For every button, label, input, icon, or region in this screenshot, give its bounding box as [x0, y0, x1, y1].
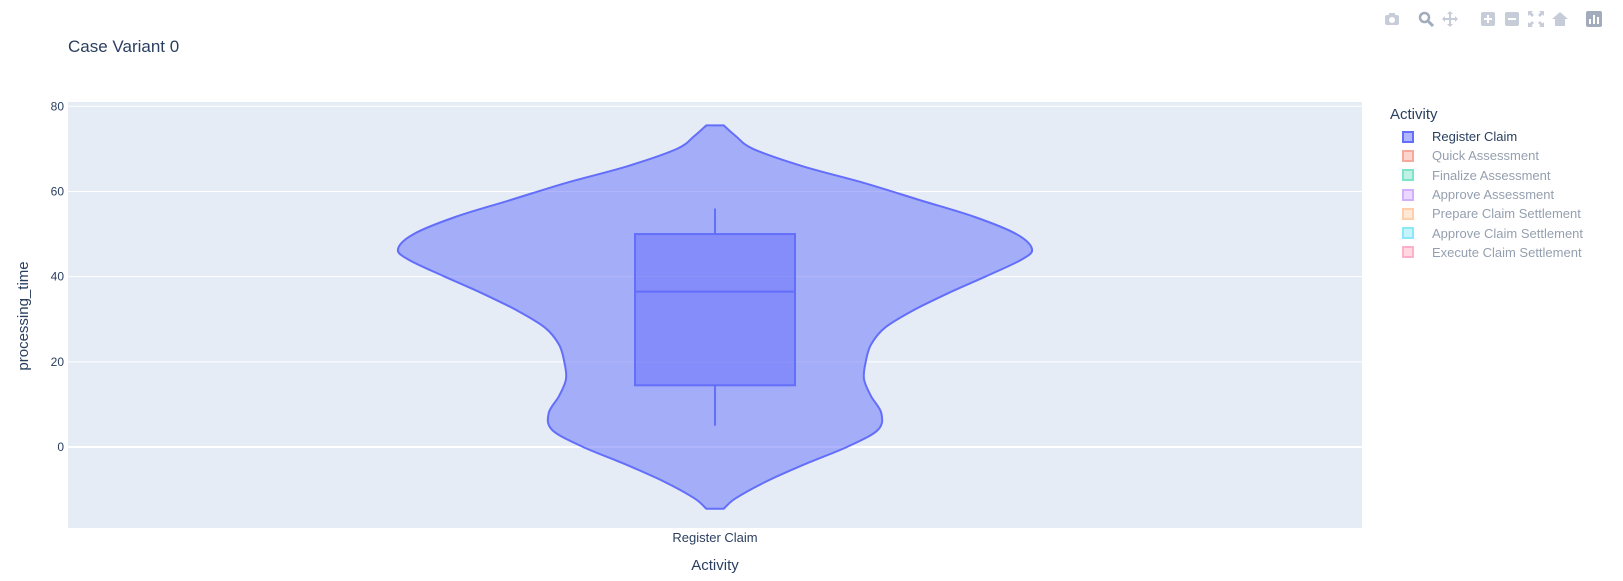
- modebar: [1383, 10, 1603, 28]
- legend-swatch: [1402, 188, 1414, 201]
- legend-swatch: [1402, 169, 1414, 182]
- legend-title: Activity: [1390, 106, 1438, 123]
- legend-item[interactable]: Register Claim: [1402, 127, 1583, 146]
- zoom-in-icon[interactable]: [1479, 10, 1497, 28]
- y-tick-label: 40: [51, 270, 65, 284]
- y-axis-label: processing_time: [15, 261, 32, 370]
- legend-item[interactable]: Finalize Assessment: [1402, 166, 1583, 185]
- legend-label: Prepare Claim Settlement: [1432, 206, 1581, 222]
- y-tick-labels: 0 20 40 60 80: [51, 99, 65, 454]
- zoom-icon[interactable]: [1417, 10, 1435, 28]
- legend-item[interactable]: Execute Claim Settlement: [1402, 243, 1583, 262]
- reset-axes-icon[interactable]: [1551, 10, 1569, 28]
- x-axis-label: Activity: [691, 557, 739, 574]
- legend-swatch: [1402, 227, 1414, 240]
- camera-icon[interactable]: [1383, 10, 1401, 28]
- legend-label: Register Claim: [1432, 129, 1518, 145]
- box-iqr[interactable]: [634, 233, 796, 387]
- violin-layer: [396, 124, 1034, 510]
- legend-swatch: [1402, 130, 1414, 143]
- legend-label: Execute Claim Settlement: [1432, 244, 1582, 260]
- legend-label: Quick Assessment: [1432, 148, 1539, 164]
- legend-item[interactable]: Quick Assessment: [1402, 146, 1583, 165]
- legend-item[interactable]: Approve Claim Settlement: [1402, 223, 1583, 242]
- legend-label: Finalize Assessment: [1432, 167, 1551, 183]
- legend-item[interactable]: Prepare Claim Settlement: [1402, 204, 1583, 223]
- autoscale-icon[interactable]: [1527, 10, 1545, 28]
- legend-swatch: [1402, 207, 1414, 220]
- legend-label: Approve Claim Settlement: [1432, 225, 1584, 241]
- legend-swatch: [1402, 246, 1414, 259]
- x-tick-label: Register Claim: [672, 530, 757, 545]
- plotly-logo-icon[interactable]: [1585, 10, 1603, 28]
- zoom-out-icon[interactable]: [1503, 10, 1521, 28]
- y-tick-label: 80: [51, 99, 65, 113]
- y-tick-label: 60: [51, 184, 65, 198]
- legend-item[interactable]: Approve Assessment: [1402, 185, 1583, 204]
- y-tick-label: 20: [51, 355, 65, 369]
- x-tick-labels: Register Claim: [672, 530, 757, 545]
- legend-label: Approve Assessment: [1432, 187, 1555, 203]
- legend-swatch: [1402, 149, 1414, 162]
- y-tick-label: 0: [57, 440, 64, 454]
- legend: Activity Register Claim Quick Assessment F…: [1390, 106, 1583, 262]
- chart-title: Case Variant 0: [68, 37, 179, 56]
- pan-icon[interactable]: [1441, 10, 1459, 28]
